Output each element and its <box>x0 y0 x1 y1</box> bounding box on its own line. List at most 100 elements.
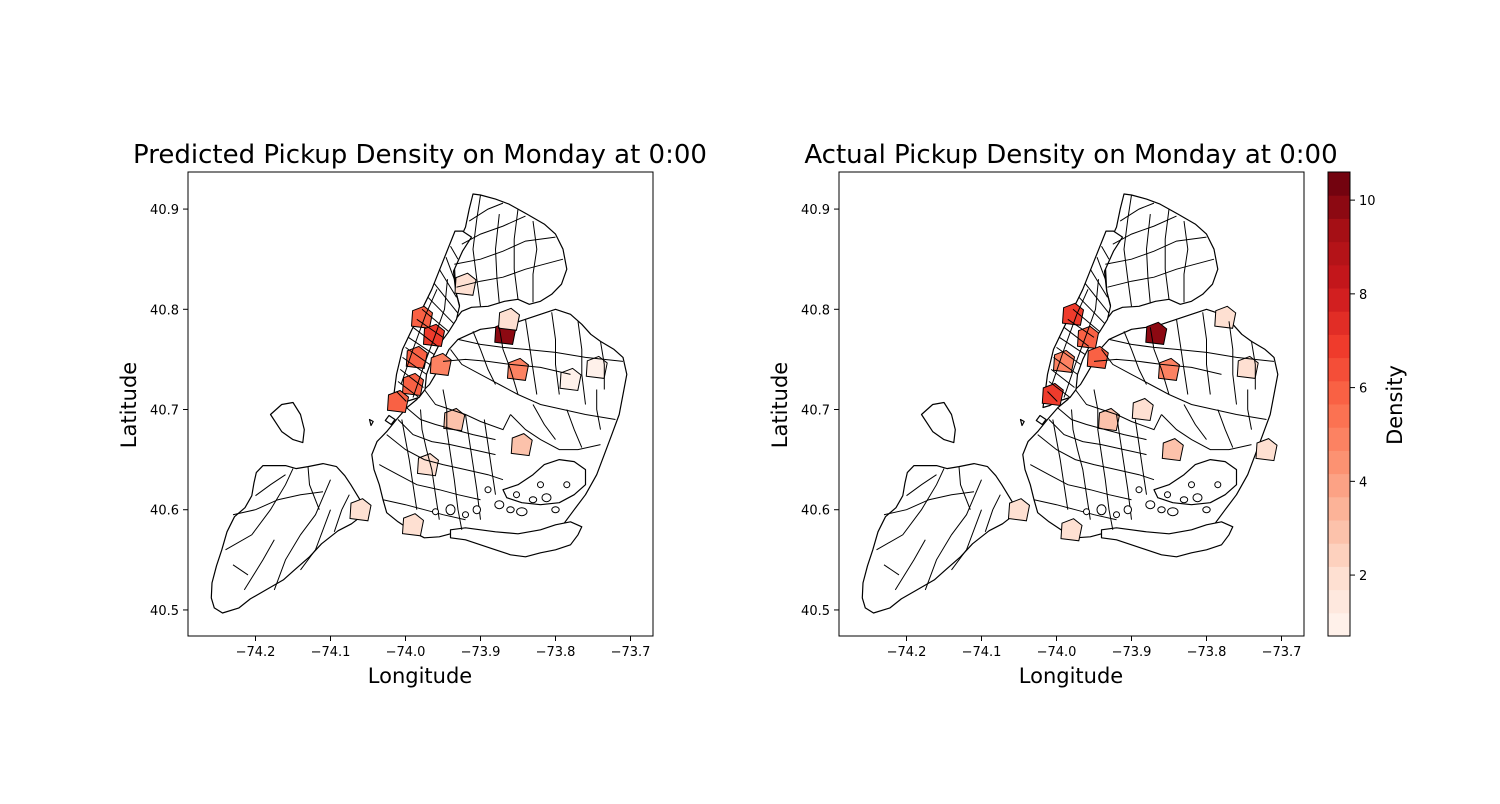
marsh-islet <box>1113 511 1120 519</box>
zone-boundary <box>472 331 496 385</box>
zone-boundary <box>1033 499 1117 521</box>
zone-boundary <box>1093 358 1222 375</box>
zone-boundary <box>468 202 504 222</box>
zone-boundary <box>1149 327 1170 395</box>
colorbar-band <box>1328 172 1350 196</box>
actual-map-regions <box>861 193 1279 614</box>
liberty-island-outline <box>368 418 374 427</box>
zone-boundary <box>225 468 294 551</box>
zone-boundary <box>300 509 331 571</box>
zone-boundary <box>906 474 937 497</box>
marsh-islet <box>537 481 544 489</box>
marsh-islet <box>462 511 469 519</box>
marsh-islet <box>1188 481 1195 489</box>
colorbar-band <box>1328 404 1350 428</box>
density-zone <box>1007 498 1031 522</box>
predicted-map-y-ticks: 40.5 40.6 40.7 40.8 40.9 <box>150 203 188 619</box>
density-zone <box>429 352 452 376</box>
marsh-islet <box>1083 508 1090 516</box>
colorbar-bands <box>1328 172 1350 637</box>
colorbar-band <box>1328 357 1350 382</box>
colorbar-band <box>1328 241 1350 266</box>
x-tick-label: −74.2 <box>887 645 927 660</box>
x-tick-label: −74.1 <box>962 645 1002 660</box>
colorbar-band <box>1328 288 1350 312</box>
zone-boundary <box>465 414 481 520</box>
marsh-islet <box>1123 505 1133 515</box>
density-zone <box>454 272 477 296</box>
new-jersey-fragment-outline <box>920 401 956 444</box>
zone-boundary <box>951 509 982 571</box>
marsh-islet <box>1202 506 1211 514</box>
zone-boundary <box>402 356 427 375</box>
colorbar-ticks: 2 4 6 8 10 <box>1350 194 1376 584</box>
zone-boundary <box>379 464 481 501</box>
zone-boundary <box>1056 407 1147 441</box>
marsh-islet <box>528 496 538 504</box>
zone-boundary <box>1145 214 1151 304</box>
zone-boundary <box>525 319 538 395</box>
x-tick-label: −73.8 <box>1187 645 1227 660</box>
colorbar-band <box>1328 218 1350 243</box>
governors-island-outline <box>384 414 396 426</box>
zone-boundary <box>255 474 286 497</box>
x-tick-label: −73.7 <box>1262 645 1302 660</box>
y-tick-label: 40.5 <box>801 604 830 619</box>
actual-map-x-ticks: −74.2 −74.1 −74.0 −73.9 −73.8 −73.7 <box>887 636 1302 660</box>
colorbar-tick-label: 6 <box>1359 382 1367 397</box>
zone-boundary <box>1053 356 1078 375</box>
bronx-outline <box>1104 193 1219 320</box>
zone-boundary <box>494 214 500 304</box>
marsh-islet <box>563 481 571 489</box>
zone-boundary <box>1059 336 1086 355</box>
colorbar-tick-label: 8 <box>1359 288 1367 303</box>
marsh-islet <box>1192 493 1203 503</box>
marsh-islet <box>445 504 456 516</box>
zone-boundary <box>232 564 249 576</box>
zone-boundary <box>883 491 975 516</box>
marsh-islet <box>1135 486 1143 494</box>
density-zone <box>422 323 446 347</box>
zone-boundary <box>1051 289 1089 385</box>
density-zone <box>1076 325 1100 349</box>
zone-boundary <box>401 419 418 510</box>
y-tick-label: 40.7 <box>801 404 830 419</box>
zone-boundary <box>513 209 519 300</box>
zone-boundary <box>1050 369 1075 388</box>
zone-boundary <box>400 289 438 385</box>
predicted-map-axes-frame <box>187 171 654 637</box>
zone-boundary <box>596 389 601 430</box>
zone-boundary <box>397 419 496 456</box>
density-zone <box>1060 518 1083 542</box>
density-zone <box>443 407 466 432</box>
zone-boundary <box>1063 326 1090 347</box>
density-zone <box>401 513 425 537</box>
new-jersey-fragment-outline <box>269 401 305 444</box>
actual-map-title: Actual Pickup Density on Monday at 0:00 <box>804 140 1337 170</box>
zone-boundary <box>456 258 564 288</box>
zone-boundary <box>1063 279 1099 398</box>
zone-boundary <box>1052 419 1069 510</box>
marsh-islet <box>513 491 520 499</box>
predicted-map-x-label: Longitude <box>368 664 472 688</box>
zone-boundary <box>510 414 601 451</box>
liberty-island-outline <box>1019 418 1025 427</box>
y-tick-label: 40.9 <box>150 203 179 218</box>
colorbar-label: Density <box>1383 365 1407 445</box>
zone-boundary <box>1037 434 1155 481</box>
colorbar-band <box>1328 589 1350 614</box>
marsh-islet <box>472 505 481 515</box>
zone-boundary <box>566 409 583 448</box>
marsh-islet <box>506 506 515 514</box>
zone-boundary <box>1164 209 1170 300</box>
colorbar-band <box>1328 450 1350 475</box>
zone-boundary <box>399 369 424 388</box>
zone-boundary <box>1217 409 1234 448</box>
rockaway-outline <box>449 521 583 558</box>
zone-boundary <box>1105 236 1207 265</box>
zone-boundary <box>405 407 496 441</box>
zone-boundary <box>1228 321 1237 405</box>
colorbar-band <box>1328 612 1350 637</box>
